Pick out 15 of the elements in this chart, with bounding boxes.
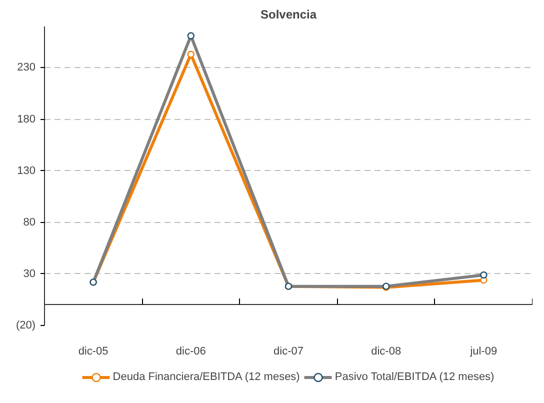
y-tick-label: 180 [17, 113, 36, 126]
x-tick-label: jul-09 [469, 346, 498, 358]
y-tick-label: 80 [23, 216, 36, 228]
chart-title: Solvencia [260, 8, 317, 22]
x-tick-label: dic-08 [371, 346, 402, 358]
y-tick-label: 130 [17, 164, 36, 177]
legend-label: Deuda Financiera/EBITDA (12 meses) [112, 371, 300, 383]
x-tick-label: dic-07 [274, 346, 304, 358]
y-tick-label: 230 [17, 62, 36, 74]
legend-label: Pasivo Total/EBITDA (12 meses) [334, 371, 494, 383]
y-tick-label: 30 [23, 268, 36, 280]
x-tick-label: dic-05 [78, 346, 108, 358]
x-tick-label: dic-06 [176, 346, 206, 358]
point [187, 50, 194, 58]
y-tick-label: (20) [16, 320, 36, 332]
